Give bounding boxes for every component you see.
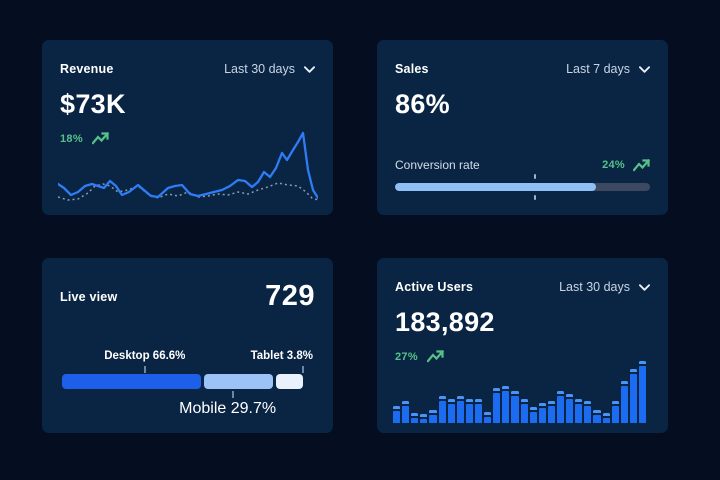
tablet-share-label: Tablet 3.8% xyxy=(250,350,313,362)
chevron-down-icon xyxy=(304,65,315,73)
segment-mobile xyxy=(203,374,274,389)
progress-track xyxy=(395,183,650,191)
active-users-card: Active Users Last 30 days 183,892 27% xyxy=(377,258,668,433)
active-users-bar-chart xyxy=(393,361,647,423)
revenue-range-selector[interactable]: Last 30 days xyxy=(224,62,315,76)
user-bar xyxy=(529,406,537,423)
user-bar xyxy=(447,398,455,423)
trending-up-icon xyxy=(91,132,109,145)
user-bar xyxy=(575,399,583,423)
active-users-delta-badge: 27% xyxy=(395,350,418,363)
mobile-share-label: Mobile 29.7% xyxy=(179,400,277,417)
active-users-range-selector[interactable]: Last 30 days xyxy=(559,280,650,294)
user-bar xyxy=(474,399,483,423)
user-bar xyxy=(429,409,437,423)
revenue-value: $73K xyxy=(60,89,126,119)
live-view-card: Live view 729 Desktop 66.6% Tablet 3.8% … xyxy=(42,258,333,433)
user-bar xyxy=(511,391,519,423)
user-bar xyxy=(620,381,628,423)
live-view-card-title: Live view xyxy=(60,289,118,304)
user-bar xyxy=(502,386,510,423)
conversion-rate-label: Conversion rate xyxy=(395,158,480,172)
user-bar xyxy=(638,361,647,423)
user-bar xyxy=(402,400,410,423)
progress-fill xyxy=(395,183,597,191)
desktop-pointer-tick xyxy=(143,366,146,373)
user-bar xyxy=(547,400,555,423)
progress-marker-bottom xyxy=(534,195,537,200)
conversion-delta-badge: 24% xyxy=(602,159,625,171)
user-bar xyxy=(438,395,446,423)
sales-card: Sales Last 7 days 86% Conversion rate 24… xyxy=(377,40,668,215)
mobile-pointer-tick xyxy=(231,391,234,398)
user-bar xyxy=(465,398,473,423)
revenue-delta-badge: 18% xyxy=(60,132,83,145)
user-bar xyxy=(611,400,619,423)
user-bar xyxy=(538,402,546,423)
revenue-range-label: Last 30 days xyxy=(224,62,295,76)
conversion-progress-bar xyxy=(395,174,650,200)
segment-desktop xyxy=(62,374,201,389)
device-split-bar xyxy=(62,374,313,389)
user-bar xyxy=(411,413,419,423)
sales-card-title: Sales xyxy=(395,62,429,76)
progress-marker-top xyxy=(534,174,537,179)
user-bar xyxy=(593,409,601,423)
active-users-value: 183,892 xyxy=(395,307,495,337)
revenue-line-chart xyxy=(58,131,318,201)
user-bar xyxy=(493,388,501,423)
chevron-down-icon xyxy=(639,283,650,291)
chevron-down-icon xyxy=(639,65,650,73)
user-bar xyxy=(584,400,592,423)
trending-up-icon xyxy=(633,158,650,172)
revenue-card-title: Revenue xyxy=(60,62,114,76)
revenue-card: Revenue Last 30 days $73K 18% xyxy=(42,40,333,215)
device-split-chart: Desktop 66.6% Tablet 3.8% Mobile 29.7% xyxy=(62,350,313,420)
sales-range-selector[interactable]: Last 7 days xyxy=(566,62,650,76)
user-bar xyxy=(393,405,401,423)
previous-period-line xyxy=(58,182,318,201)
active-users-card-title: Active Users xyxy=(395,280,474,294)
user-bar xyxy=(520,399,528,423)
sales-range-label: Last 7 days xyxy=(566,62,630,76)
active-users-range-label: Last 30 days xyxy=(559,280,630,294)
user-bar xyxy=(566,394,574,423)
user-bar xyxy=(456,395,464,423)
tablet-pointer-tick xyxy=(301,366,304,373)
user-bar xyxy=(420,413,428,423)
user-bar xyxy=(484,411,492,423)
user-bar xyxy=(629,369,637,423)
trending-up-icon xyxy=(426,350,444,363)
current-period-line xyxy=(58,131,318,200)
user-bar xyxy=(556,391,565,423)
segment-tablet xyxy=(276,374,303,389)
user-bar xyxy=(602,413,610,423)
desktop-share-label: Desktop 66.6% xyxy=(104,350,186,362)
sales-value: 86% xyxy=(395,89,450,119)
live-view-value: 729 xyxy=(265,280,315,312)
